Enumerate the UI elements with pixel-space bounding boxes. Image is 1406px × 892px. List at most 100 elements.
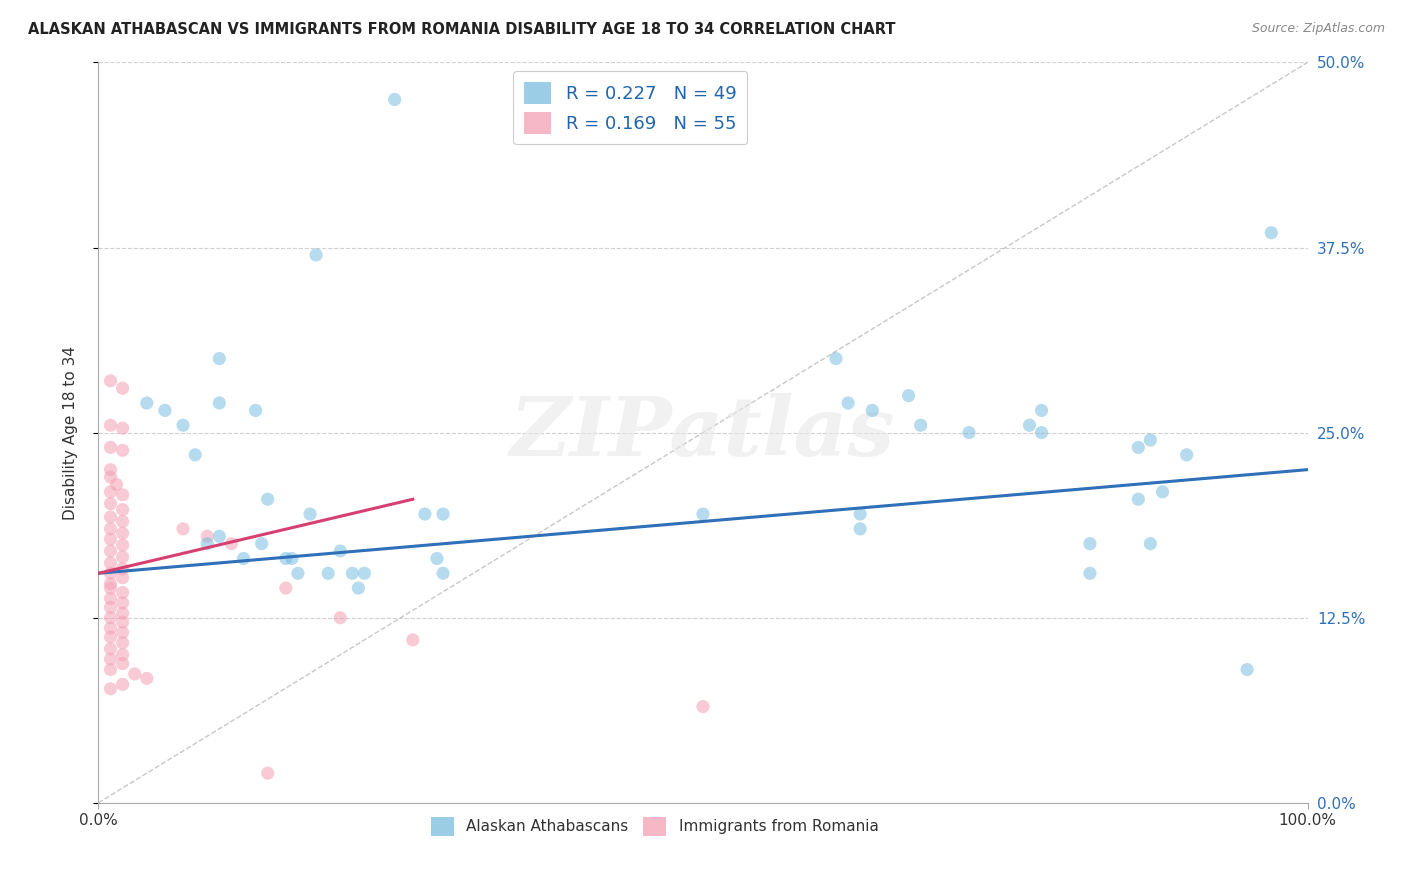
Point <box>849 507 872 521</box>
Point <box>281 551 304 566</box>
Point <box>1139 433 1161 447</box>
Point <box>195 529 218 543</box>
Point <box>111 562 134 576</box>
Text: ZIPatlas: ZIPatlas <box>510 392 896 473</box>
Point <box>1128 441 1150 455</box>
Point <box>100 610 122 624</box>
Point <box>1139 536 1161 550</box>
Point <box>1236 663 1258 677</box>
Point <box>111 443 134 458</box>
Point <box>100 581 122 595</box>
Legend: Alaskan Athabascans, Immigrants from Romania: Alaskan Athabascans, Immigrants from Rom… <box>423 809 886 843</box>
Point <box>111 526 134 541</box>
Point <box>111 488 134 502</box>
Point <box>100 566 122 581</box>
Point <box>1078 566 1101 581</box>
Point <box>111 421 134 435</box>
Point <box>111 636 134 650</box>
Point <box>111 657 134 671</box>
Point <box>1152 484 1174 499</box>
Point <box>105 477 128 491</box>
Point <box>100 591 122 606</box>
Point <box>100 641 122 656</box>
Point <box>172 418 194 433</box>
Point <box>825 351 848 366</box>
Point <box>957 425 980 440</box>
Point <box>135 396 157 410</box>
Point <box>897 388 920 402</box>
Point <box>849 522 872 536</box>
Point <box>135 672 157 686</box>
Point <box>100 470 122 484</box>
Point <box>413 507 436 521</box>
Point <box>111 538 134 552</box>
Point <box>287 566 309 581</box>
Point <box>100 556 122 570</box>
Point <box>860 403 883 417</box>
Point <box>100 600 122 615</box>
Point <box>172 522 194 536</box>
Point <box>111 549 134 564</box>
Point <box>184 448 207 462</box>
Point <box>256 766 278 780</box>
Point <box>1078 536 1101 550</box>
Point <box>402 632 425 647</box>
Point <box>111 381 134 395</box>
Point <box>232 551 254 566</box>
Point <box>692 699 714 714</box>
Point <box>692 507 714 521</box>
Point <box>111 615 134 629</box>
Point <box>1175 448 1198 462</box>
Point <box>342 566 364 581</box>
Point <box>208 396 231 410</box>
Point <box>100 497 122 511</box>
Point <box>111 648 134 662</box>
Point <box>100 681 122 696</box>
Text: Source: ZipAtlas.com: Source: ZipAtlas.com <box>1251 22 1385 36</box>
Point <box>111 571 134 585</box>
Y-axis label: Disability Age 18 to 34: Disability Age 18 to 34 <box>63 345 77 520</box>
Point <box>1031 425 1053 440</box>
Point <box>100 522 122 536</box>
Point <box>100 484 122 499</box>
Point <box>245 403 267 417</box>
Point <box>100 544 122 558</box>
Point <box>347 581 370 595</box>
Point <box>1031 403 1053 417</box>
Point <box>100 533 122 547</box>
Point <box>1018 418 1040 433</box>
Point <box>316 566 339 581</box>
Point <box>111 596 134 610</box>
Point <box>426 551 449 566</box>
Point <box>111 515 134 529</box>
Point <box>256 492 278 507</box>
Point <box>250 536 273 550</box>
Point <box>221 536 243 550</box>
Point <box>353 566 375 581</box>
Point <box>100 576 122 591</box>
Point <box>208 351 231 366</box>
Point <box>100 663 122 677</box>
Text: ALASKAN ATHABASCAN VS IMMIGRANTS FROM ROMANIA DISABILITY AGE 18 TO 34 CORRELATIO: ALASKAN ATHABASCAN VS IMMIGRANTS FROM RO… <box>28 22 896 37</box>
Point <box>305 248 328 262</box>
Point <box>1260 226 1282 240</box>
Point <box>100 462 122 476</box>
Point <box>153 403 176 417</box>
Point <box>100 374 122 388</box>
Point <box>100 510 122 524</box>
Point <box>299 507 322 521</box>
Point <box>111 585 134 599</box>
Point <box>910 418 932 433</box>
Point <box>329 610 352 624</box>
Point <box>111 502 134 516</box>
Point <box>208 529 231 543</box>
Point <box>124 667 146 681</box>
Point <box>384 92 406 106</box>
Point <box>837 396 859 410</box>
Point <box>111 607 134 621</box>
Point <box>100 630 122 644</box>
Point <box>274 581 297 595</box>
Point <box>432 566 454 581</box>
Point <box>432 507 454 521</box>
Point <box>1128 492 1150 507</box>
